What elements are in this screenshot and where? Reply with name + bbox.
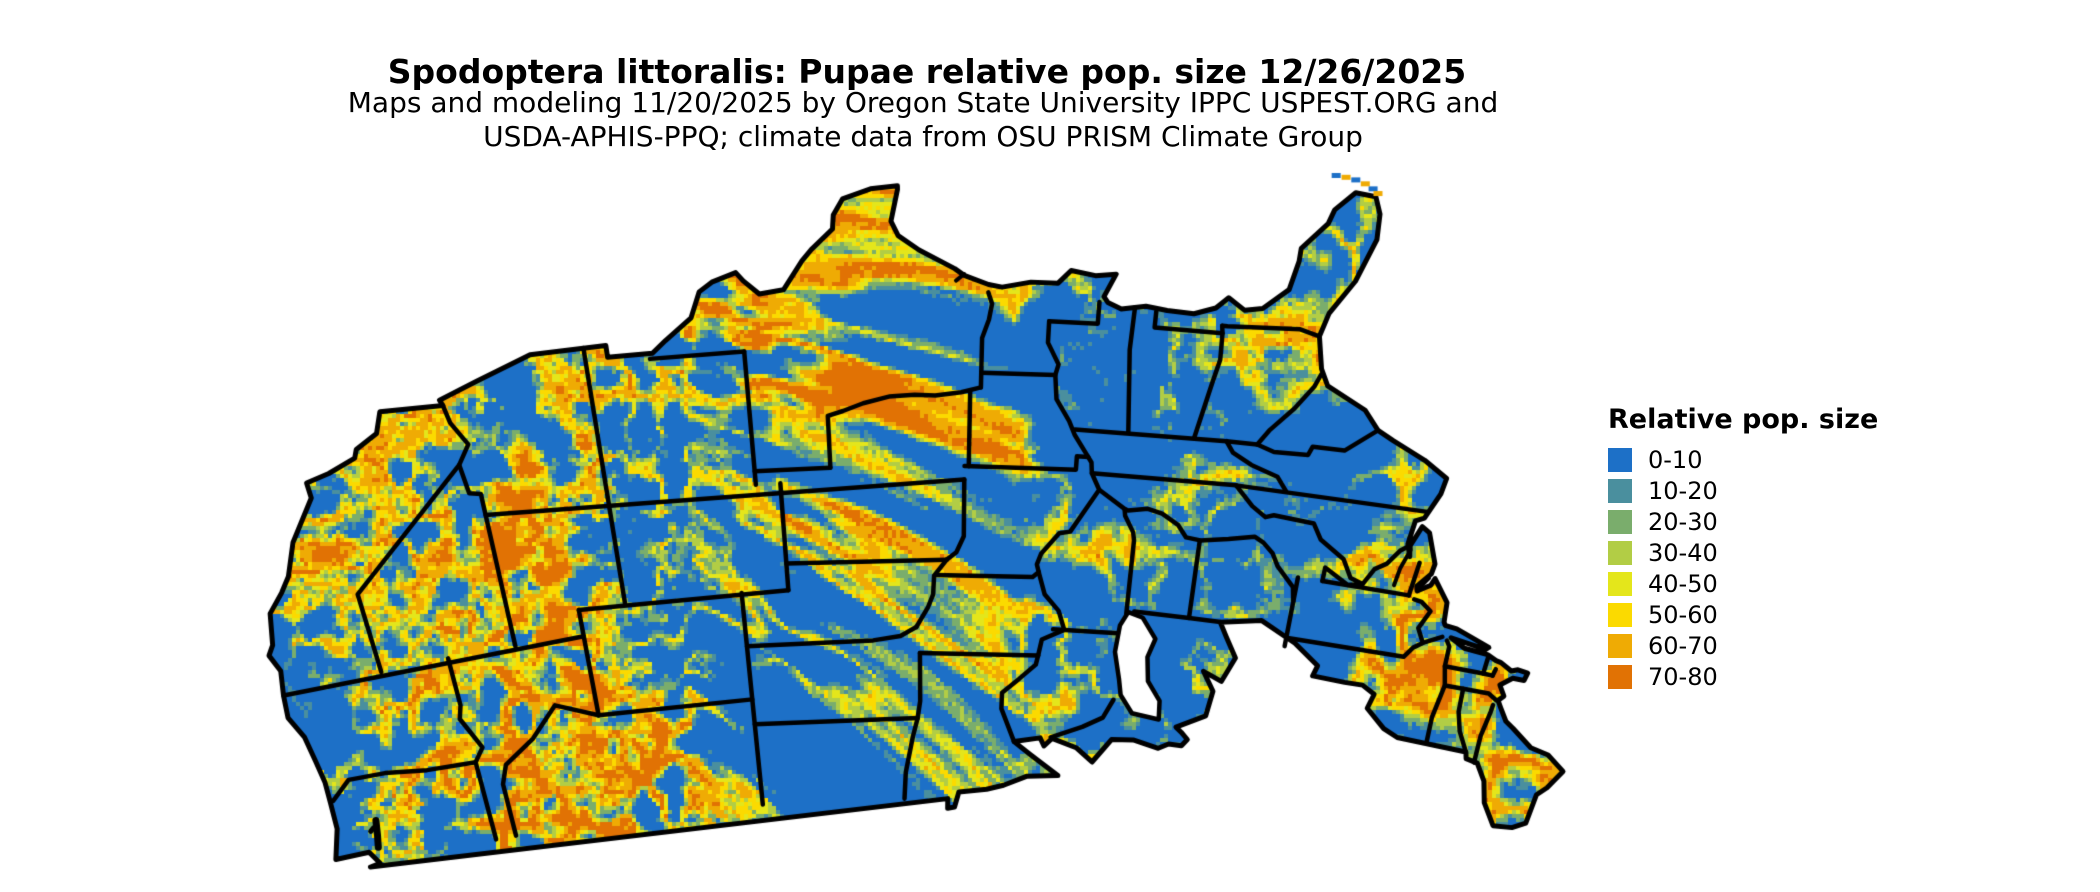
- legend-swatch: [1608, 572, 1632, 596]
- legend-item: 20-30: [1608, 508, 1878, 536]
- subtitle-line-1: Maps and modeling 11/20/2025 by Oregon S…: [347, 86, 1499, 119]
- legend-swatch: [1608, 541, 1632, 565]
- legend-item: 70-80: [1608, 663, 1878, 691]
- figure-title: Spodoptera littoralis: Pupae relative po…: [387, 52, 1467, 92]
- legend-label: 60-70: [1648, 632, 1718, 660]
- us-map: [264, 170, 1568, 872]
- legend-item: 10-20: [1608, 477, 1878, 505]
- legend-items: 0-10 10-20 20-30 30-40 40-50 50-60 60-70 70-80: [1608, 446, 1878, 691]
- legend-label: 40-50: [1648, 570, 1718, 598]
- legend-label: 20-30: [1648, 508, 1718, 536]
- legend-label: 10-20: [1648, 477, 1718, 505]
- legend-label: 70-80: [1648, 663, 1718, 691]
- legend-label: 30-40: [1648, 539, 1718, 567]
- legend-item: 60-70: [1608, 632, 1878, 660]
- legend-label: 50-60: [1648, 601, 1718, 629]
- figure-subtitle: Maps and modeling 11/20/2025 by Oregon S…: [348, 86, 1499, 154]
- legend-swatch: [1608, 665, 1632, 689]
- legend-label: 0-10: [1648, 446, 1703, 474]
- legend-swatch: [1608, 634, 1632, 658]
- legend-swatch: [1608, 510, 1632, 534]
- legend-item: 40-50: [1608, 570, 1878, 598]
- legend-title: Relative pop. size: [1608, 404, 1879, 435]
- legend-swatch: [1608, 479, 1632, 503]
- map-legend: Relative pop. size 0-10 10-20 20-30 30-40 40…: [1608, 404, 1878, 694]
- us-map-canvas: [264, 170, 1568, 872]
- legend-item: 30-40: [1608, 539, 1878, 567]
- legend-item: 0-10: [1608, 446, 1878, 474]
- legend-item: 50-60: [1608, 601, 1878, 629]
- subtitle-line-2: USDA-APHIS-PPQ; climate data from OSU PR…: [483, 120, 1363, 153]
- legend-swatch: [1608, 603, 1632, 627]
- legend-swatch: [1608, 448, 1632, 472]
